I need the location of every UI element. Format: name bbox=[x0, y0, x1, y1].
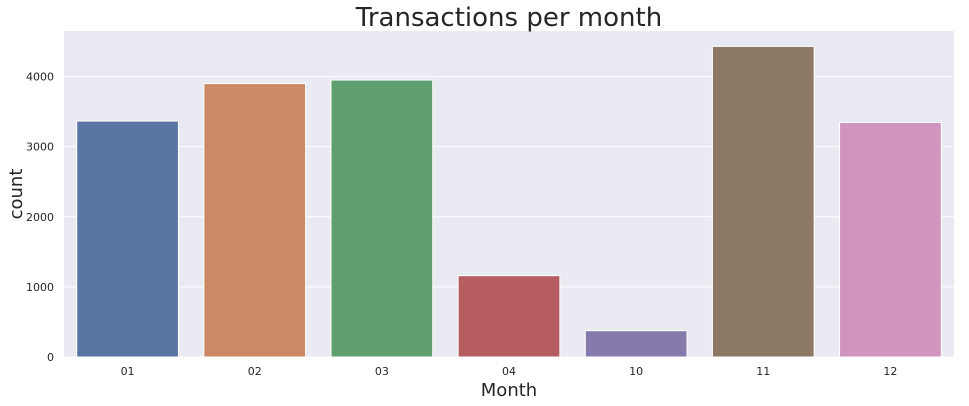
bar-10 bbox=[584, 330, 688, 358]
x-axis-title: Month bbox=[481, 380, 537, 401]
bar-12 bbox=[839, 121, 942, 358]
y-tick-labels: 0 1000 2000 3000 4000 bbox=[26, 71, 54, 364]
y-tick-label: 4000 bbox=[26, 71, 54, 84]
bar-03 bbox=[330, 79, 434, 358]
y-axis-title: count bbox=[6, 169, 27, 220]
y-tick-label: 0 bbox=[47, 351, 54, 364]
bars bbox=[76, 45, 942, 358]
x-tick-label: 11 bbox=[756, 365, 770, 378]
x-tick-label: 03 bbox=[375, 365, 389, 378]
chart-title: Transactions per month bbox=[355, 3, 662, 33]
y-tick-label: 3000 bbox=[26, 141, 54, 154]
y-tick-label: 2000 bbox=[26, 211, 54, 224]
bar-11 bbox=[711, 45, 815, 358]
bar-02 bbox=[203, 83, 307, 358]
y-tick-label: 1000 bbox=[26, 281, 54, 294]
x-tick-label: 10 bbox=[629, 365, 643, 378]
x-tick-label: 02 bbox=[248, 365, 262, 378]
bar-01 bbox=[76, 120, 179, 358]
x-tick-label: 01 bbox=[121, 365, 135, 378]
x-tick-label: 12 bbox=[883, 365, 897, 378]
bar-04 bbox=[457, 275, 561, 358]
x-tick-label: 04 bbox=[502, 365, 516, 378]
x-tick-labels: 01 02 03 04 10 11 12 bbox=[121, 365, 898, 378]
